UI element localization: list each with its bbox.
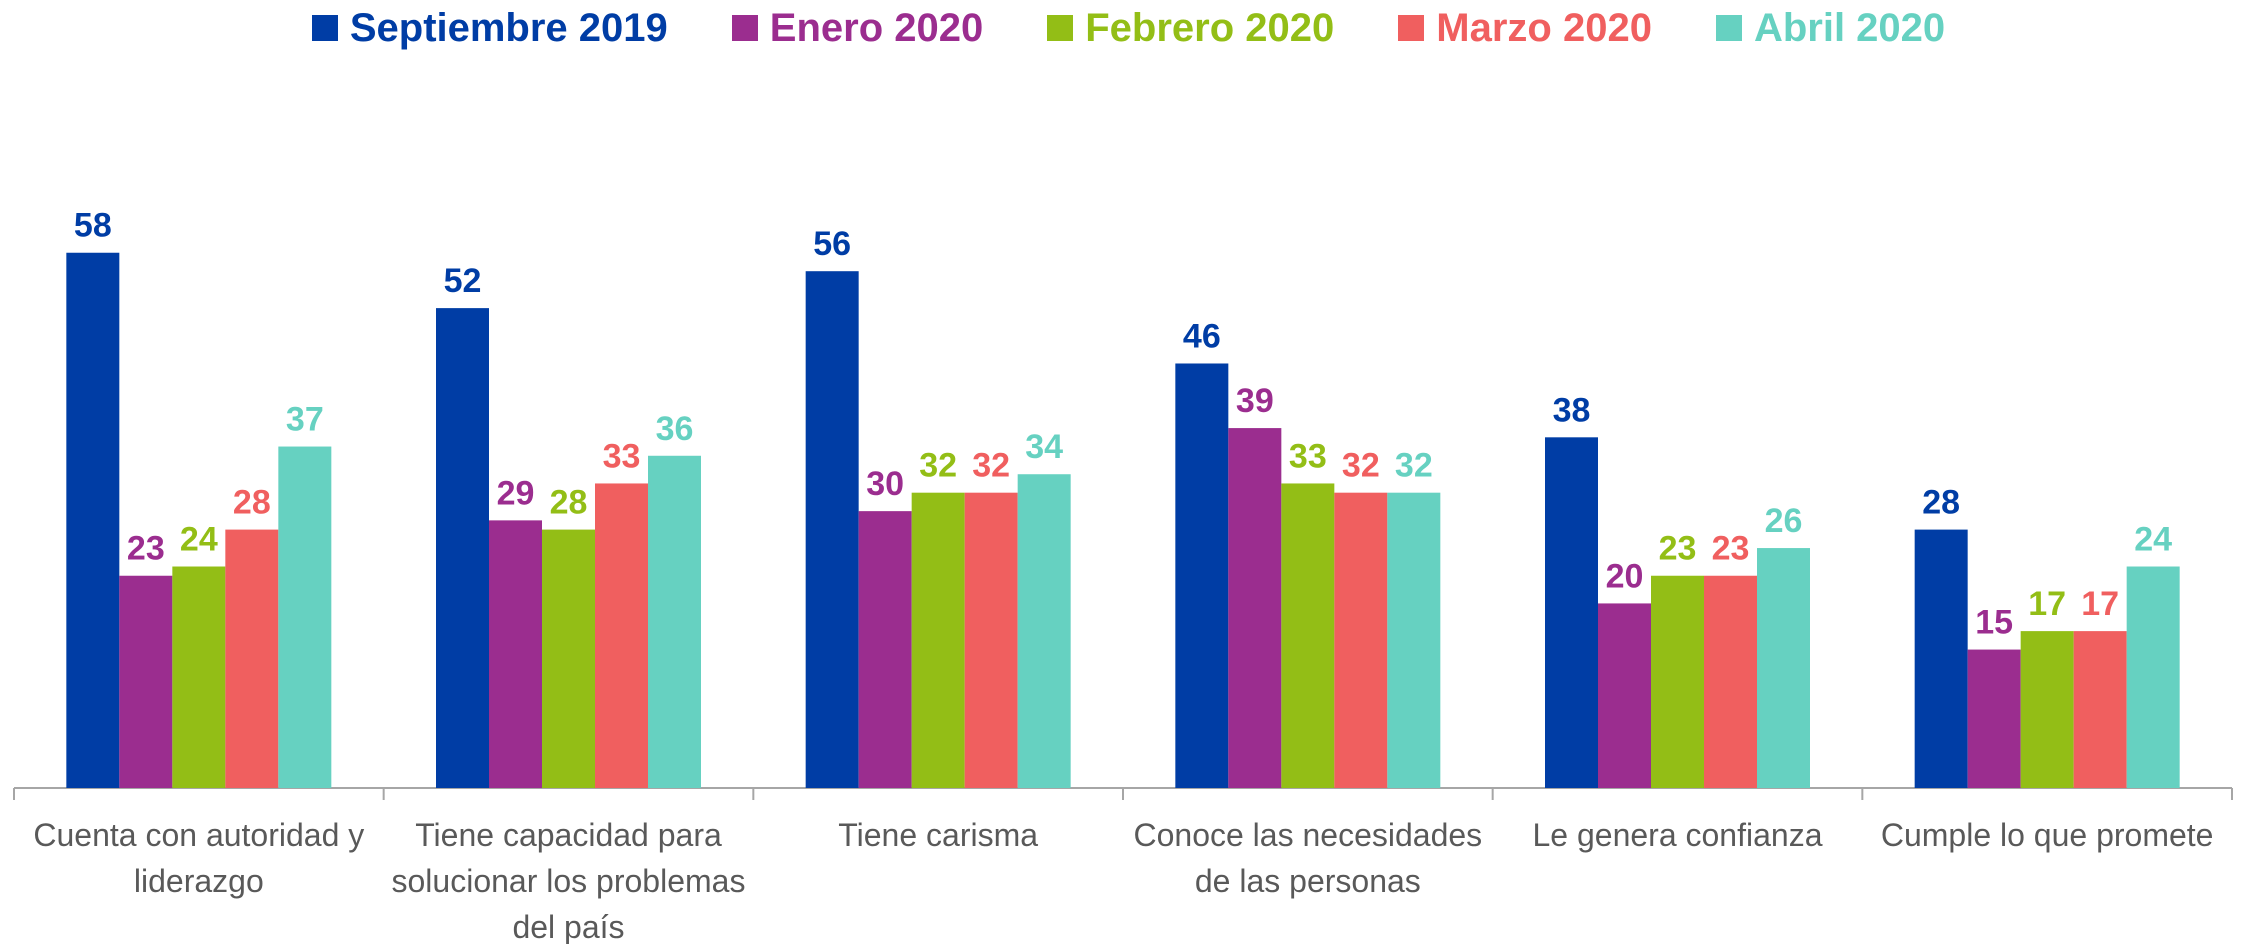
value-label: 52 bbox=[444, 262, 482, 300]
legend-swatch bbox=[731, 15, 758, 41]
legend: Septiembre 2019 Enero 2020 Febrero 2020 Mar… bbox=[0, 0, 2257, 56]
bar bbox=[436, 308, 489, 788]
value-label: 24 bbox=[180, 521, 218, 559]
legend-label: Septiembre 2019 bbox=[349, 5, 668, 50]
bar bbox=[1757, 548, 1810, 788]
bar bbox=[172, 566, 226, 788]
bar bbox=[805, 271, 859, 788]
bar bbox=[1651, 575, 1704, 788]
value-label: 32 bbox=[1395, 447, 1433, 485]
bar bbox=[964, 492, 1018, 788]
value-label: 26 bbox=[1765, 502, 1803, 540]
bar bbox=[1334, 492, 1388, 788]
legend-item: Abril 2020 bbox=[1715, 5, 1946, 51]
bar bbox=[2073, 631, 2127, 788]
value-label: 17 bbox=[2081, 585, 2119, 623]
legend-label: Enero 2020 bbox=[769, 5, 984, 50]
value-label: 23 bbox=[1659, 530, 1697, 568]
x-tick-label: Conoce las necesidades de las personas bbox=[1133, 817, 1483, 899]
bar bbox=[225, 529, 279, 788]
value-label: 32 bbox=[919, 447, 957, 485]
bar bbox=[648, 455, 701, 788]
bar bbox=[1175, 363, 1229, 788]
legend-item: Febrero 2020 bbox=[1047, 6, 1334, 51]
legend-label: Marzo 2020 bbox=[1436, 5, 1652, 50]
value-label: 56 bbox=[813, 225, 851, 263]
bar bbox=[1704, 575, 1757, 788]
legend-item: Marzo 2020 bbox=[1398, 6, 1652, 51]
legend-swatch bbox=[311, 15, 338, 41]
value-label: 23 bbox=[1712, 530, 1750, 568]
value-label: 24 bbox=[2134, 521, 2172, 559]
value-label: 17 bbox=[2028, 585, 2066, 623]
value-label: 30 bbox=[866, 465, 904, 503]
value-label: 28 bbox=[1922, 484, 1960, 522]
legend-item: Septiembre 2019 bbox=[311, 5, 668, 51]
bar bbox=[858, 511, 912, 788]
bar bbox=[1228, 428, 1282, 788]
bar bbox=[278, 446, 332, 788]
x-tick-label: Tiene capacidad para solucionar los prob… bbox=[391, 817, 746, 944]
x-tick-label: Le genera confianza bbox=[1532, 817, 1823, 853]
value-label: 46 bbox=[1183, 317, 1221, 355]
legend-label: Febrero 2020 bbox=[1085, 5, 1335, 50]
legend-swatch bbox=[1047, 15, 1074, 41]
legend-label: Abril 2020 bbox=[1753, 5, 1946, 50]
bar bbox=[1598, 603, 1651, 788]
value-label: 32 bbox=[972, 447, 1010, 485]
value-label: 39 bbox=[1236, 382, 1274, 420]
bar bbox=[1017, 474, 1071, 788]
bar bbox=[489, 520, 542, 788]
x-tick-label: Cuenta con autoridad y liderazgo bbox=[33, 817, 365, 899]
value-label: 15 bbox=[1975, 604, 2013, 642]
value-label: 34 bbox=[1025, 428, 1063, 466]
bar bbox=[595, 483, 648, 788]
bar bbox=[542, 529, 595, 788]
value-label: 32 bbox=[1342, 447, 1380, 485]
legend-swatch bbox=[1398, 15, 1425, 41]
x-tick-label: Cumple lo que promete bbox=[1880, 817, 2214, 853]
bar bbox=[2020, 631, 2074, 788]
value-label: 38 bbox=[1553, 391, 1591, 429]
value-label: 28 bbox=[550, 484, 588, 522]
value-label: 33 bbox=[603, 437, 641, 475]
value-label: 23 bbox=[127, 530, 165, 568]
value-label: 29 bbox=[497, 474, 535, 512]
bar bbox=[1545, 437, 1598, 788]
bar bbox=[1914, 529, 1968, 788]
bar bbox=[119, 575, 173, 788]
legend-swatch bbox=[1715, 15, 1742, 41]
value-label: 36 bbox=[656, 410, 694, 448]
value-label: 20 bbox=[1606, 557, 1644, 595]
legend-item: Enero 2020 bbox=[731, 5, 984, 51]
bar bbox=[66, 252, 120, 788]
bar bbox=[1281, 483, 1335, 788]
bar bbox=[2126, 566, 2180, 788]
value-label: 58 bbox=[74, 207, 112, 245]
value-label: 33 bbox=[1289, 437, 1327, 475]
bar bbox=[1967, 649, 2021, 788]
value-label: 28 bbox=[233, 484, 271, 522]
x-tick-label: Tiene carisma bbox=[838, 817, 1039, 853]
bar bbox=[1387, 492, 1441, 788]
bar bbox=[911, 492, 965, 788]
value-label: 37 bbox=[286, 401, 324, 439]
